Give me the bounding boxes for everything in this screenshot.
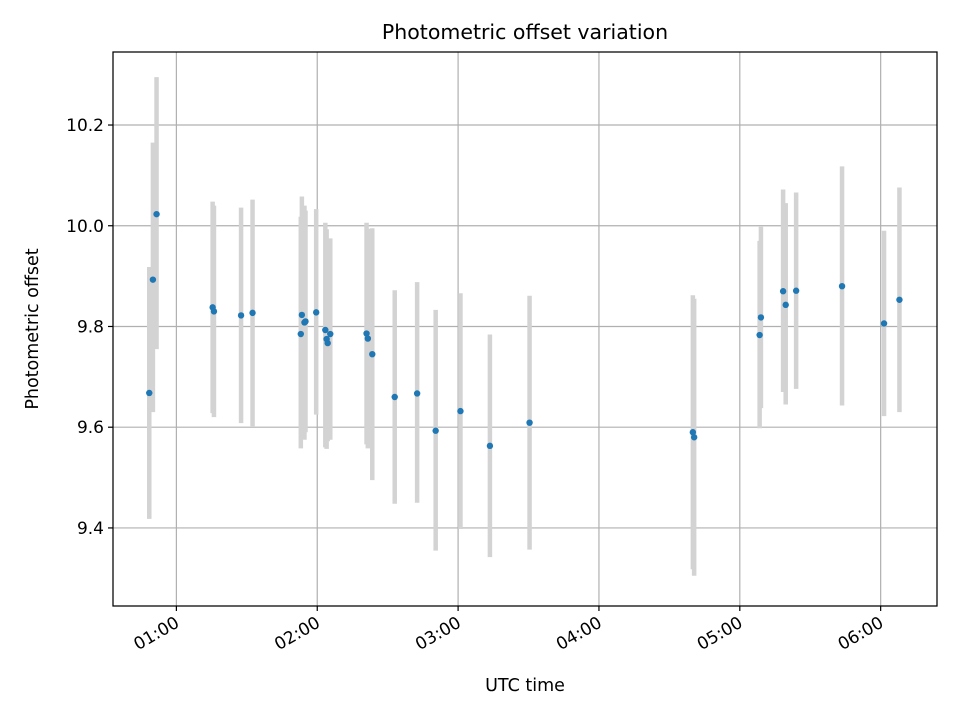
data-point — [432, 427, 439, 434]
data-point — [210, 308, 218, 315]
data-point — [457, 407, 464, 415]
grid — [113, 52, 937, 606]
data-point — [486, 442, 494, 450]
data-point — [364, 335, 372, 342]
y-tick-label: 9.6 — [77, 418, 104, 438]
data-point — [782, 301, 789, 309]
x-tick-label: 06:00 — [835, 613, 887, 655]
data-point — [792, 287, 800, 294]
data-point — [249, 309, 256, 317]
y-axis-label: Photometric offset — [23, 248, 43, 409]
data-point — [689, 429, 697, 436]
data-point — [298, 311, 306, 319]
y-tick-label: 9.4 — [77, 519, 104, 539]
data-point — [237, 312, 245, 319]
data-point — [690, 434, 698, 441]
data-point — [896, 296, 903, 303]
y-tick-label: 9.8 — [77, 317, 104, 337]
x-tick-label: 04:00 — [553, 613, 605, 655]
ticks — [108, 124, 882, 611]
x-tick-label: 02:00 — [271, 613, 323, 655]
data-points — [146, 210, 903, 450]
data-point — [391, 393, 398, 401]
data-point — [369, 350, 376, 358]
x-axis-label: UTC time — [485, 676, 565, 696]
data-point — [297, 330, 305, 338]
data-point — [302, 318, 309, 325]
data-point — [146, 389, 153, 397]
y-tick-label: 10.2 — [66, 116, 104, 136]
data-point — [312, 309, 320, 316]
data-point — [526, 419, 533, 426]
data-point — [149, 276, 157, 283]
data-point — [779, 288, 787, 295]
tick-labels: 01:00 02:00 03:00 04:00 05:00 06:00 9.4 9.6 9.8 1… — [66, 116, 887, 655]
y-tick-label: 10.0 — [66, 217, 104, 237]
x-tick-label: 01:00 — [130, 613, 182, 655]
data-point — [153, 210, 160, 218]
plot-frame — [112, 51, 938, 607]
x-tick-label: 05:00 — [694, 613, 746, 655]
data-point — [327, 330, 334, 338]
data-point — [757, 314, 765, 321]
data-point — [880, 320, 888, 327]
data-point — [756, 331, 763, 339]
chart-title: Photometric offset variation — [382, 20, 668, 44]
data-point — [413, 390, 421, 397]
data-point — [363, 330, 370, 337]
data-point — [322, 326, 329, 334]
data-point — [838, 282, 846, 290]
x-tick-label: 03:00 — [412, 613, 464, 655]
data-point — [324, 339, 331, 347]
